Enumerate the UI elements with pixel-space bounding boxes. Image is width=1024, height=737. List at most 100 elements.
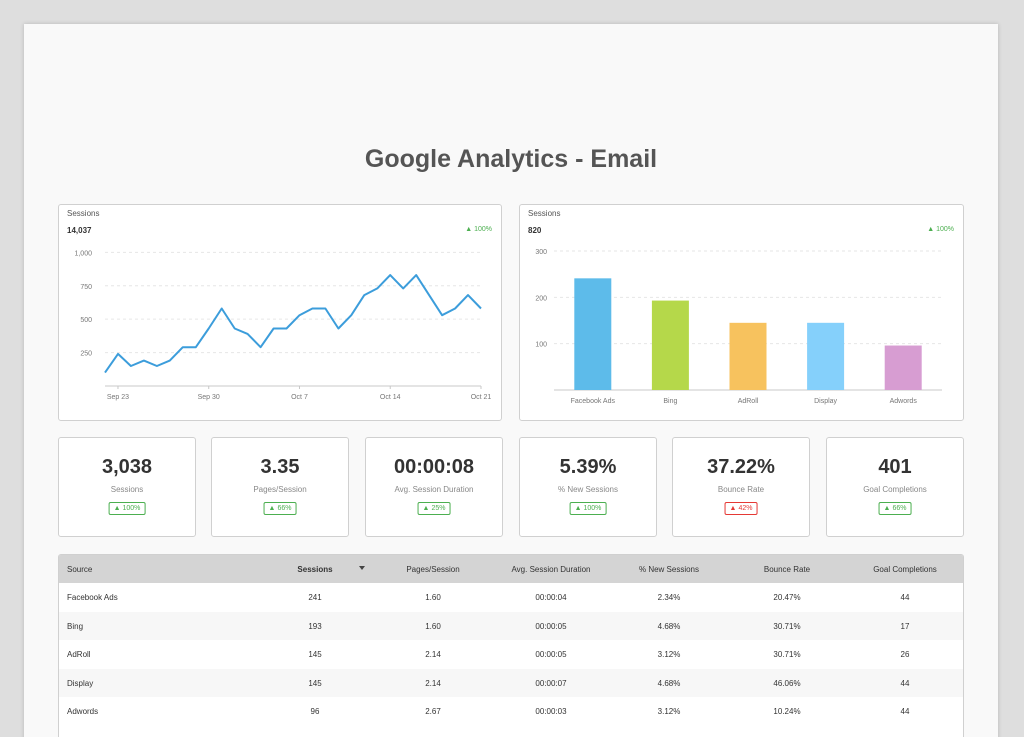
- cell-avg-duration: 00:00:04: [535, 593, 567, 602]
- y-tick-label: 250: [80, 351, 92, 358]
- kpi-label: Bounce Rate: [717, 485, 765, 494]
- cell-sessions: 145: [308, 650, 322, 659]
- header-source[interactable]: Source: [67, 565, 93, 574]
- x-tick-label: Oct 7: [291, 394, 308, 401]
- cell-goal-completions: 17: [900, 622, 910, 631]
- kpi-change-badge: ▲ 66%: [263, 502, 297, 515]
- cell-pages-session: 2.14: [425, 679, 441, 688]
- x-tick-label: Display: [814, 398, 837, 405]
- kpi-change: 100%: [122, 505, 141, 512]
- kpi-label: Pages/Session: [253, 485, 307, 494]
- kpi-value: 00:00:08: [393, 456, 475, 478]
- bar: [729, 322, 767, 390]
- sessions-bar-chart: 300 200 100 Facebook Ads Bing AdRoll Display Ad…: [535, 249, 942, 405]
- x-tick-label: Bing: [663, 398, 677, 405]
- cell-source: Bing: [67, 622, 84, 631]
- x-tick-label: Sep 23: [107, 394, 129, 401]
- kpi-change-badge: ▲ 100%: [108, 502, 146, 515]
- cell-sessions: 145: [308, 679, 322, 688]
- chart-title: Sessions: [67, 209, 100, 218]
- table-row: Facebook Ads 241 1.60 00:00:04 2.34% 20.…: [59, 583, 963, 611]
- up-arrow-icon: ▲: [574, 505, 582, 512]
- header-bounce-rate[interactable]: Bounce Rate: [763, 565, 811, 574]
- kpi-change-badge: ▲ 42%: [724, 502, 758, 515]
- cell-avg-duration: 00:00:03: [535, 707, 567, 716]
- kpi-change: 42%: [738, 505, 753, 512]
- cell-bounce-rate: 46.06%: [773, 679, 801, 688]
- cell-sessions: 96: [310, 707, 320, 716]
- kpi-label: % New Sessions: [557, 485, 619, 494]
- cell-new-sessions: 3.12%: [657, 650, 681, 659]
- chart-change-value: 100%: [474, 226, 492, 233]
- cell-sessions: 241: [308, 593, 322, 602]
- cell-goal-completions: 26: [900, 650, 910, 659]
- x-tick-label: AdRoll: [738, 398, 759, 405]
- kpi-change: 100%: [583, 505, 602, 512]
- table-row: Bing 193 1.60 00:00:05 4.68% 30.71% 17: [59, 612, 963, 640]
- cell-source: Display: [67, 679, 94, 688]
- up-arrow-icon: ▲: [268, 505, 276, 512]
- cell-pages-session: 1.60: [425, 593, 441, 602]
- up-arrow-icon: ▲: [422, 505, 430, 512]
- y-tick-label: 500: [80, 317, 92, 324]
- table-row: Display 145 2.14 00:00:07 4.68% 46.06% 4…: [59, 669, 963, 697]
- x-tick-label: Oct 14: [380, 394, 401, 401]
- chart-total: 14,037: [67, 226, 92, 235]
- cell-source: AdRoll: [67, 650, 91, 659]
- chart-title: Sessions: [528, 209, 561, 218]
- cell-pages-session: 2.14: [425, 650, 441, 659]
- kpi-sessions: 3,038 Sessions ▲ 100%: [58, 437, 196, 537]
- cell-goal-completions: 44: [900, 707, 910, 716]
- kpi-value: 37.22%: [707, 456, 775, 478]
- header-avg-session-duration[interactable]: Avg. Session Duration: [511, 565, 591, 574]
- chart-change-value: 100%: [936, 226, 954, 233]
- bar: [651, 300, 689, 390]
- up-arrow-icon: ▲: [465, 226, 473, 233]
- cell-avg-duration: 00:00:05: [535, 650, 567, 659]
- header-pages-session[interactable]: Pages/Session: [406, 565, 460, 574]
- kpi-change: 66%: [892, 505, 907, 512]
- kpi-change: 25%: [431, 505, 446, 512]
- cell-new-sessions: 2.34%: [657, 593, 681, 602]
- table-row: Adwords 96 2.67 00:00:03 3.12% 10.24% 44: [59, 697, 963, 725]
- report-page: Google Analytics - Email Sessions 14,037…: [24, 24, 998, 737]
- cell-new-sessions: 3.12%: [657, 707, 681, 716]
- y-tick-label: 100: [535, 342, 547, 349]
- header-goal-completions[interactable]: Goal Completions: [873, 565, 937, 574]
- bar: [574, 278, 612, 390]
- cell-pages-session: 1.60: [425, 622, 441, 631]
- kpi-change-badge: ▲ 25%: [417, 502, 451, 515]
- chart-change-badge: ▲ 100%: [465, 226, 492, 233]
- x-tick-label: Adwords: [890, 398, 918, 405]
- sessions-bar-chart-card: Sessions 820 ▲ 100% 300 200 100 Facebook Ad…: [519, 204, 964, 421]
- header-sessions[interactable]: Sessions: [297, 565, 333, 574]
- cell-new-sessions: 4.68%: [657, 679, 681, 688]
- y-tick-label: 200: [535, 295, 547, 302]
- bar: [807, 322, 845, 390]
- series-line: [104, 274, 482, 374]
- source-table: Source Sessions Pages/Session Avg. Sessi…: [58, 554, 964, 737]
- sort-desc-icon[interactable]: [359, 566, 365, 570]
- kpi-pages-session: 3.35 Pages/Session ▲ 66%: [211, 437, 349, 537]
- up-arrow-icon: ▲: [729, 505, 737, 512]
- kpi-value: 3,038: [101, 456, 153, 478]
- x-tick-label: Oct 21: [471, 394, 492, 401]
- kpi-change: 66%: [277, 505, 292, 512]
- cell-pages-session: 2.67: [425, 707, 441, 716]
- cell-bounce-rate: 30.71%: [773, 622, 801, 631]
- table-header: Source Sessions Pages/Session Avg. Sessi…: [59, 555, 963, 583]
- sessions-line-chart: 1,000 750 500 250 Sep 23 Sep 30 Oct 7 Oct 14 Oct…: [74, 250, 492, 401]
- cell-bounce-rate: 20.47%: [773, 593, 801, 602]
- up-arrow-icon: ▲: [113, 505, 121, 512]
- cell-bounce-rate: 10.24%: [773, 707, 801, 716]
- up-arrow-icon: ▲: [883, 505, 891, 512]
- kpi-label: Avg. Session Duration: [394, 485, 474, 494]
- cell-avg-duration: 00:00:07: [535, 679, 567, 688]
- cell-source: Facebook Ads: [67, 593, 118, 602]
- header-new-sessions[interactable]: % New Sessions: [638, 565, 700, 574]
- cell-source: Adwords: [67, 707, 99, 716]
- cell-sessions: 193: [308, 622, 322, 631]
- up-arrow-icon: ▲: [927, 226, 935, 233]
- table-row: AdRoll 145 2.14 00:00:05 3.12% 30.71% 26: [59, 640, 963, 668]
- cell-goal-completions: 44: [900, 593, 910, 602]
